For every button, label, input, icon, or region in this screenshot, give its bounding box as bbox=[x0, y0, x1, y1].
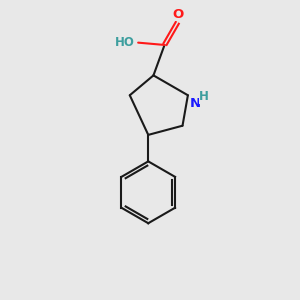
Text: H: H bbox=[199, 90, 209, 103]
Text: O: O bbox=[172, 8, 183, 20]
Text: N: N bbox=[190, 97, 201, 110]
Text: HO: HO bbox=[115, 36, 135, 49]
